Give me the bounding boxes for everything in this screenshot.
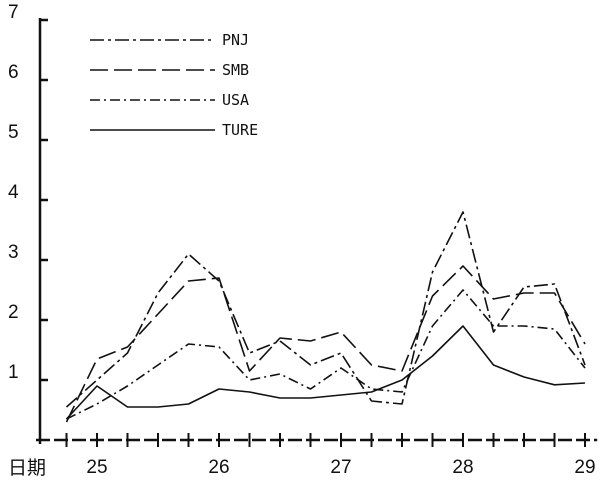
x-tick-labels: 25 26 27 28 29 bbox=[86, 457, 595, 478]
legend-label-ture: TURE bbox=[222, 121, 258, 139]
legend-label-smb: SMB bbox=[222, 61, 249, 79]
x-tick-label: 27 bbox=[330, 457, 351, 478]
legend: PNJ SMB USA TURE bbox=[90, 31, 258, 139]
x-tick-label: 26 bbox=[208, 457, 229, 478]
x-tick-label: 28 bbox=[452, 457, 473, 478]
x-axis-title: 日期 bbox=[8, 457, 46, 479]
y-tick-label: 6 bbox=[8, 62, 19, 83]
x-tick-label: 29 bbox=[574, 457, 595, 478]
y-tick-label: 5 bbox=[8, 122, 19, 143]
y-tick-label: 3 bbox=[8, 242, 19, 263]
y-tick-labels: 1 2 3 4 5 6 7 bbox=[8, 2, 19, 383]
chart-axes bbox=[36, 18, 598, 447]
y-tick-label: 4 bbox=[8, 182, 19, 203]
series-line-smb bbox=[65, 265, 586, 423]
series-lines bbox=[65, 211, 586, 423]
x-tick-label: 25 bbox=[86, 457, 107, 478]
legend-label-pnj: PNJ bbox=[222, 31, 249, 49]
series-line-pnj bbox=[65, 211, 586, 408]
y-tick-label: 1 bbox=[8, 362, 19, 383]
y-tick-label: 7 bbox=[8, 2, 19, 23]
y-tick-label: 2 bbox=[8, 302, 19, 323]
series-line-usa bbox=[66, 289, 586, 420]
legend-label-usa: USA bbox=[222, 91, 249, 109]
series-line-ture bbox=[65, 325, 586, 420]
